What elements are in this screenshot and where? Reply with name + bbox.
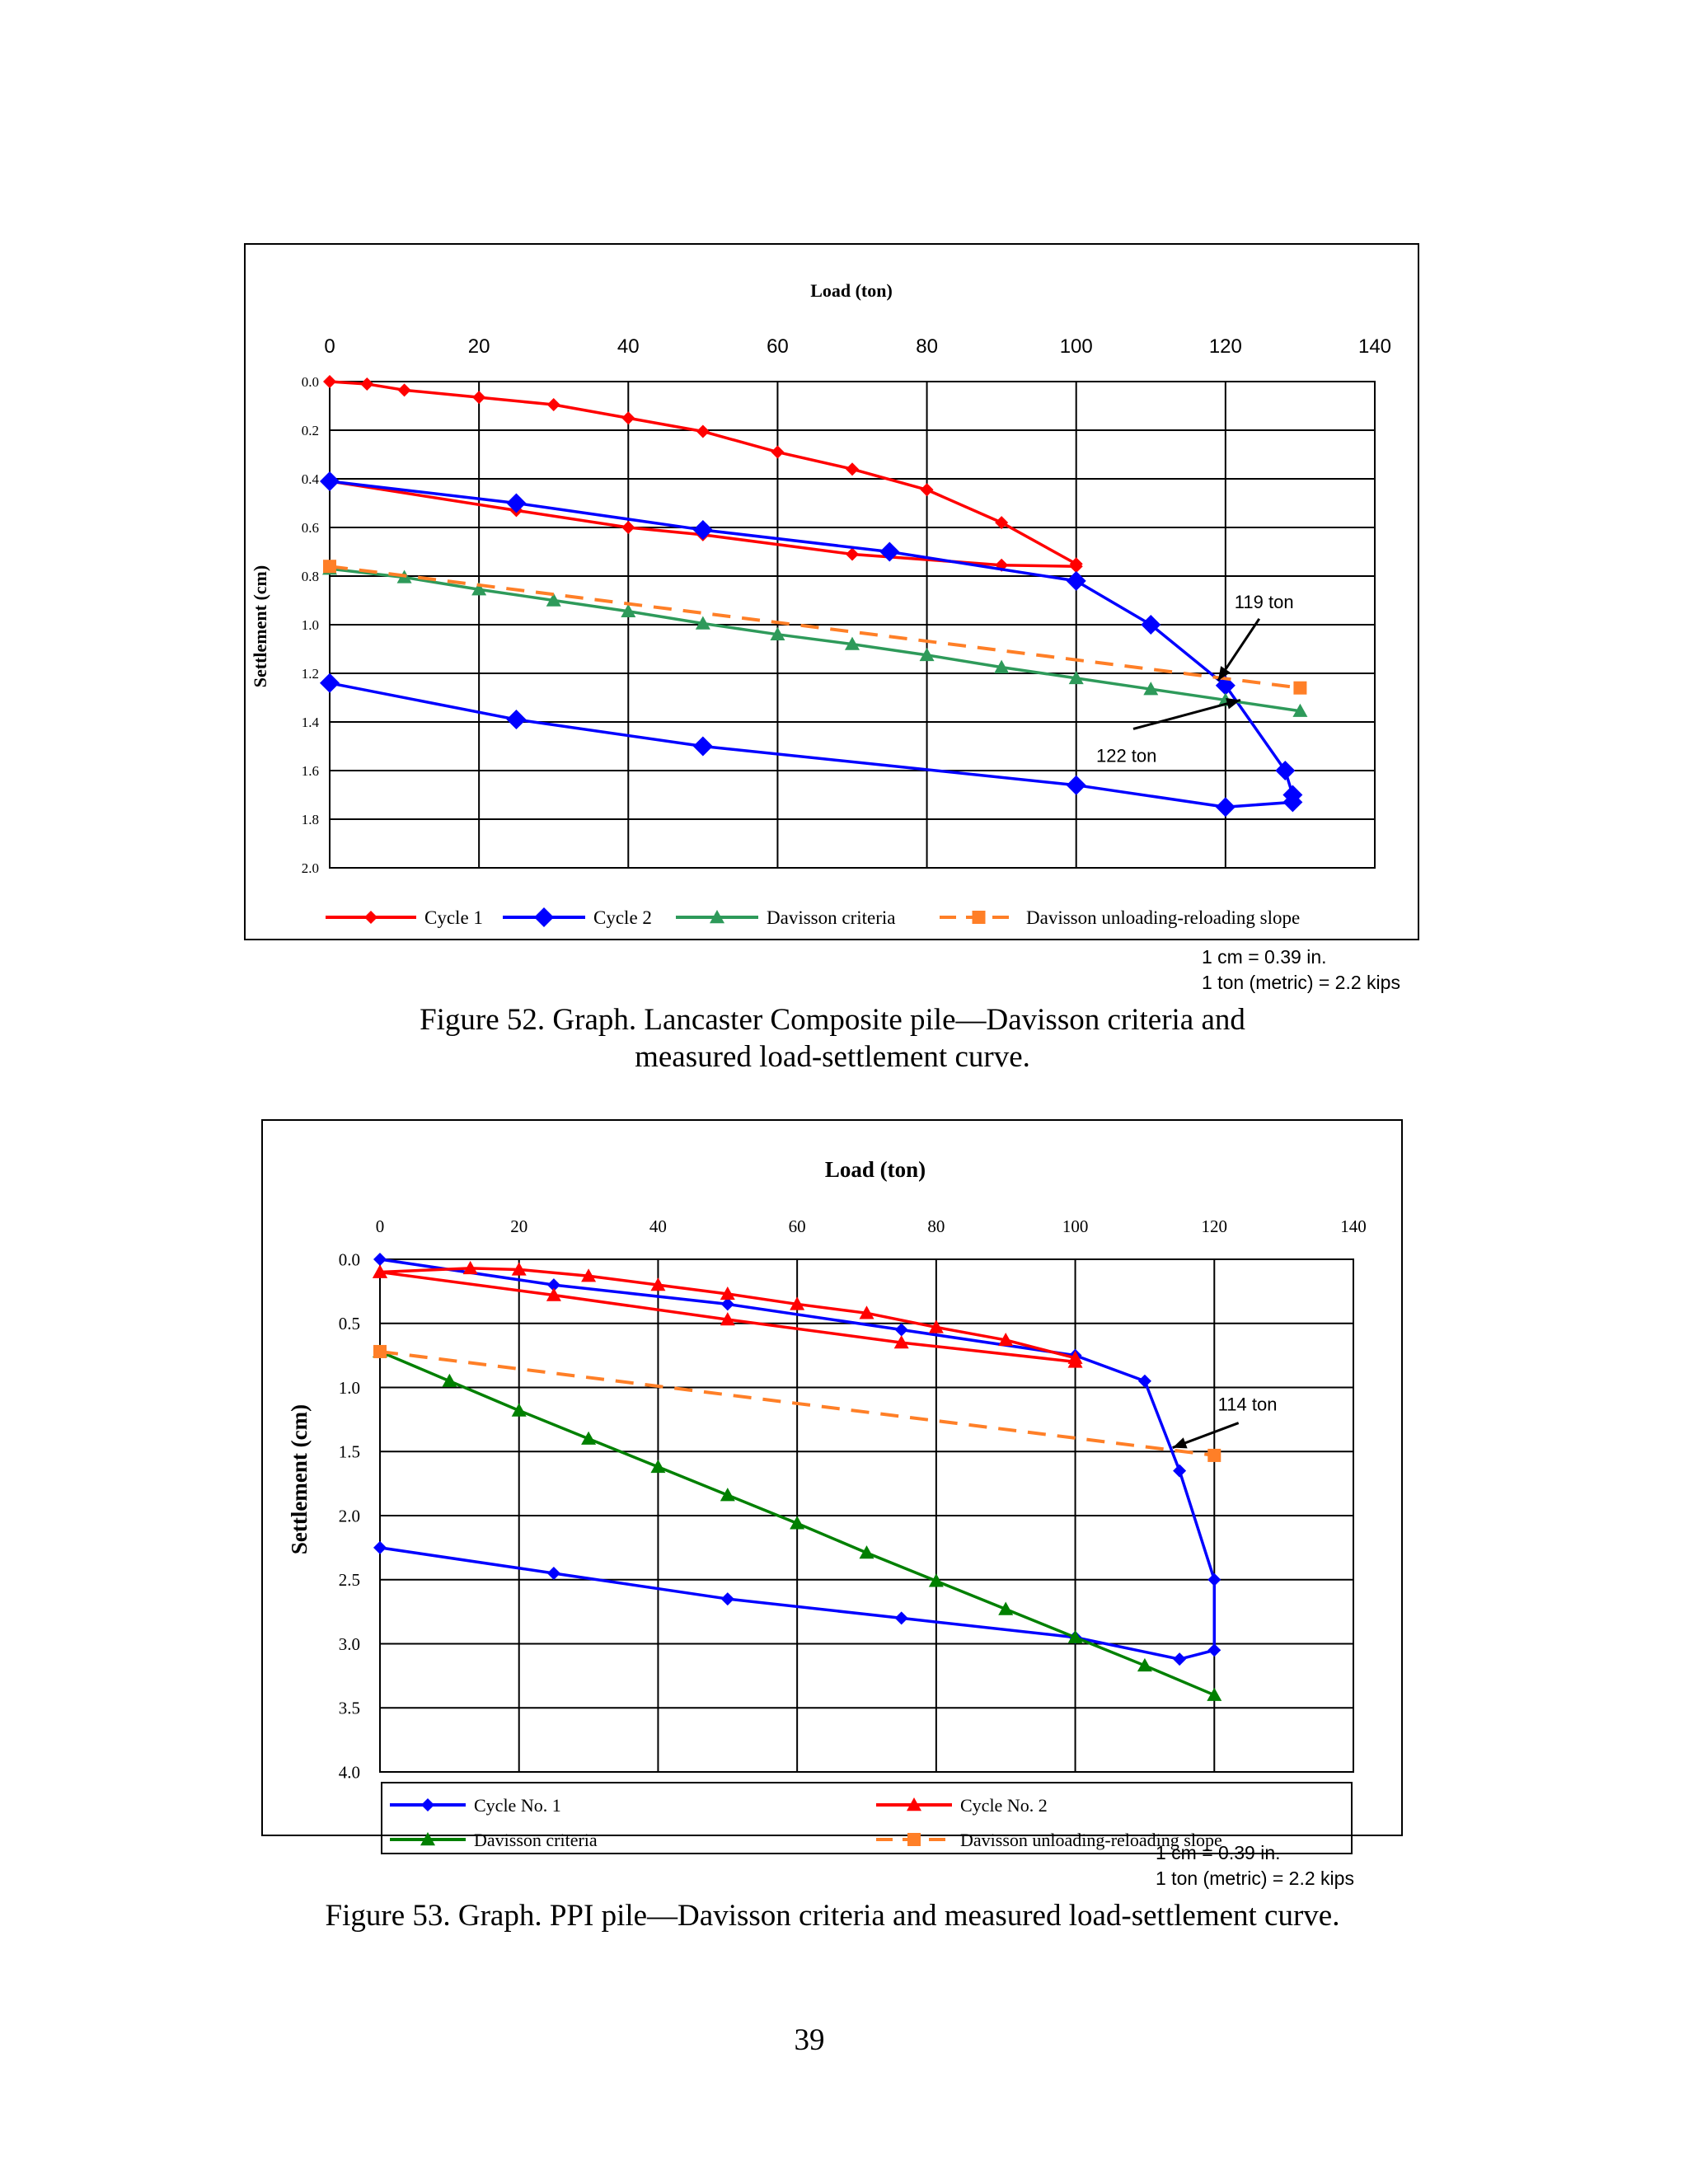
figure-53-chart-frame [261,1119,1403,1836]
figure-53-caption: Figure 53. Graph. PPI pile—Davisson crit… [190,1897,1475,1934]
figure-53-conversions: 1 cm = 0.39 in. 1 ton (metric) = 2.2 kip… [1156,1840,1354,1891]
caption-line: Figure 53. Graph. PPI pile—Davisson crit… [325,1899,1340,1933]
figure-52-caption: Figure 52. Graph. Lancaster Composite pi… [247,1001,1418,1076]
conversion-ton: 1 ton (metric) = 2.2 kips [1202,972,1400,993]
figure-52-conversions: 1 cm = 0.39 in. 1 ton (metric) = 2.2 kip… [1202,944,1400,996]
conversion-cm: 1 cm = 0.39 in. [1202,946,1327,968]
page-number: 39 [794,2023,825,2057]
conversion-ton: 1 ton (metric) = 2.2 kips [1156,1868,1354,1889]
conversion-cm: 1 cm = 0.39 in. [1156,1842,1281,1863]
caption-line: measured load-settlement curve. [635,1040,1030,1074]
caption-line: Figure 52. Graph. Lancaster Composite pi… [420,1003,1245,1037]
figure-52-chart-frame [244,243,1419,940]
